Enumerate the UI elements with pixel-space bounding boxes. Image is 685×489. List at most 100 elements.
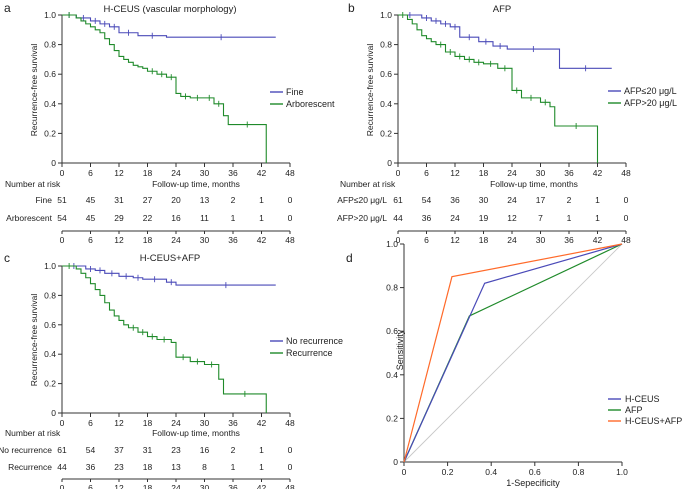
y-tick-label-d-4: 0.8 [386, 283, 398, 293]
x-tick-label-a-2: 12 [114, 168, 124, 178]
y-tick-label-c-1: 0.2 [44, 379, 56, 389]
x-axis-label-d: 1-Sepecificity [506, 478, 560, 488]
legend-b-afp-low: AFP≤20 μg/L [624, 86, 677, 96]
x-tick-label-b-0: 0 [396, 168, 401, 178]
x-tick-label-d-1: 0.2 [442, 467, 454, 477]
chart-title-c: H-CEUS+AFP [140, 253, 200, 264]
y-tick-label-a-3: 0.6 [44, 69, 56, 79]
risk-axis-label-c-7: 42 [257, 483, 267, 489]
x-tick-label-c-2: 12 [114, 418, 124, 428]
y-axis-label-c: Recurrence-free survival [29, 294, 39, 387]
km-curve-b-1 [398, 14, 599, 163]
roc-curve-3 [403, 243, 623, 463]
roc-curve-0 [403, 243, 623, 463]
legend-d-hceus: H-CEUS [625, 394, 660, 404]
x-tick-label-b-5: 30 [536, 168, 546, 178]
x-tick-label-a-8: 48 [285, 168, 295, 178]
legend-a-fine: Fine [286, 87, 304, 97]
risk-header-c: Number at risk [5, 428, 61, 438]
panel-label-c: c [4, 251, 10, 265]
risk-value-a-0-1: 45 [86, 195, 96, 205]
risk-axis-label-a-8: 48 [285, 235, 295, 245]
x-tick-label-a-7: 42 [257, 168, 267, 178]
risk-value-c-0-8: 0 [288, 445, 293, 455]
risk-value-b-0-5: 17 [536, 195, 546, 205]
risk-value-c-1-0: 44 [57, 462, 67, 472]
risk-row-label-a-1: Arborescent [6, 213, 52, 223]
risk-value-c-0-0: 61 [57, 445, 67, 455]
x-axis-label-b: Follow-up time, months [490, 179, 578, 189]
risk-value-b-1-6: 1 [567, 213, 572, 223]
risk-value-c-0-7: 1 [259, 445, 264, 455]
y-tick-label-d-2: 0.4 [386, 370, 398, 380]
risk-axis-label-c-2: 12 [114, 483, 124, 489]
x-tick-label-b-8: 48 [621, 168, 631, 178]
y-axis-label-a: Recurrence-free survival [29, 44, 39, 137]
chart-title-b: AFP [493, 4, 511, 15]
risk-axis-label-c-6: 36 [228, 483, 238, 489]
risk-row-label-b-1: AFP>20 μg/L [337, 213, 387, 223]
risk-value-c-0-4: 23 [171, 445, 181, 455]
x-tick-label-b-7: 42 [593, 168, 603, 178]
risk-header-b: Number at risk [340, 179, 396, 189]
risk-value-b-0-8: 0 [624, 195, 629, 205]
risk-value-c-1-1: 36 [86, 462, 96, 472]
risk-value-b-1-7: 1 [595, 213, 600, 223]
x-tick-label-c-3: 18 [143, 418, 153, 428]
risk-header-a: Number at risk [5, 179, 61, 189]
panel-label-b: b [348, 1, 355, 15]
risk-value-c-1-7: 1 [259, 462, 264, 472]
x-axis-label-a: Follow-up time, months [152, 179, 240, 189]
risk-value-c-0-1: 54 [86, 445, 96, 455]
x-tick-label-a-1: 6 [88, 168, 93, 178]
risk-value-b-0-0: 61 [393, 195, 403, 205]
y-tick-label-d-1: 0.2 [386, 413, 398, 423]
y-tick-label-b-2: 0.4 [380, 99, 392, 109]
legend-c-recurrence: Recurrence [286, 348, 333, 358]
risk-axis-label-a-2: 12 [114, 235, 124, 245]
risk-value-c-0-2: 37 [114, 445, 124, 455]
legend-b-afp-high: AFP>20 μg/L [624, 98, 677, 108]
risk-axis-label-a-5: 30 [200, 235, 210, 245]
risk-axis-label-b-7: 42 [593, 235, 603, 245]
x-tick-label-d-4: 0.8 [572, 467, 584, 477]
km-curve-c-1 [62, 265, 267, 413]
y-tick-label-d-5: 1.0 [386, 239, 398, 249]
legend-d-afp: AFP [625, 405, 643, 415]
x-tick-label-b-6: 36 [564, 168, 574, 178]
y-tick-label-a-1: 0.2 [44, 128, 56, 138]
y-tick-label-c-3: 0.6 [44, 320, 56, 330]
risk-value-a-0-2: 31 [114, 195, 124, 205]
y-tick-label-b-0: 0 [387, 158, 392, 168]
risk-value-a-1-2: 29 [114, 213, 124, 223]
risk-value-a-0-3: 27 [143, 195, 153, 205]
risk-axis-label-b-4: 24 [507, 235, 517, 245]
risk-axis-label-a-6: 36 [228, 235, 238, 245]
risk-value-a-1-5: 11 [200, 213, 209, 223]
risk-value-b-1-5: 7 [538, 213, 543, 223]
risk-axis-label-a-1: 6 [88, 235, 93, 245]
risk-value-b-0-6: 2 [567, 195, 572, 205]
risk-value-c-1-5: 8 [202, 462, 207, 472]
risk-axis-label-b-1: 6 [424, 235, 429, 245]
y-tick-label-c-5: 1.0 [44, 261, 56, 271]
km-curve-b-0 [398, 14, 612, 69]
x-axis-label-c: Follow-up time, months [152, 428, 240, 438]
x-tick-label-c-6: 36 [228, 418, 238, 428]
risk-value-b-0-2: 36 [450, 195, 460, 205]
risk-axis-label-b-3: 18 [479, 235, 489, 245]
risk-value-c-1-3: 18 [143, 462, 153, 472]
chart-title-a: H-CEUS (vascular morphology) [103, 4, 236, 15]
risk-axis-label-a-4: 24 [171, 235, 181, 245]
risk-row-label-c-1: Recurrence [8, 462, 52, 472]
risk-value-a-0-4: 20 [171, 195, 181, 205]
risk-value-c-1-4: 13 [171, 462, 181, 472]
risk-value-b-0-3: 30 [479, 195, 489, 205]
y-tick-label-b-5: 1.0 [380, 10, 392, 20]
x-tick-label-a-5: 30 [200, 168, 210, 178]
x-tick-label-b-2: 12 [450, 168, 460, 178]
risk-axis-label-a-0: 0 [60, 235, 65, 245]
x-tick-label-a-3: 18 [143, 168, 153, 178]
risk-value-a-1-8: 0 [288, 213, 293, 223]
legend-d-combined: H-CEUS+AFP [625, 416, 682, 426]
